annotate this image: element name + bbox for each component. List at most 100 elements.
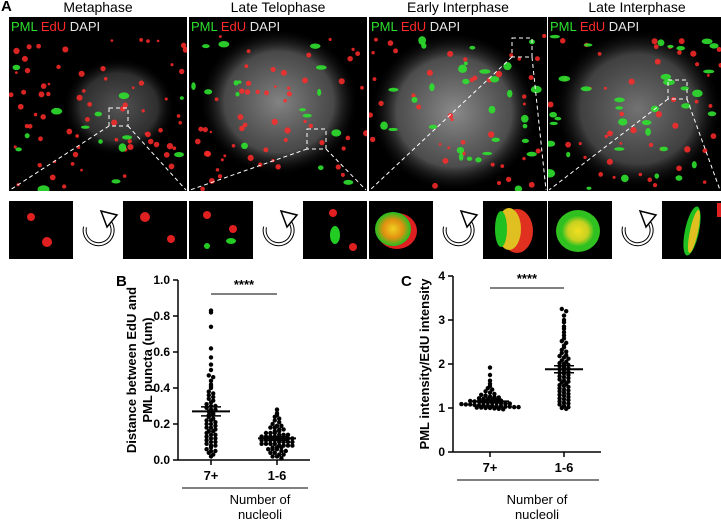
data-point: [496, 406, 501, 412]
data-point: [557, 402, 562, 407]
data-point: [213, 436, 218, 441]
edu-puncta: [255, 89, 260, 94]
data-point: [559, 347, 564, 353]
edu-puncta: [432, 182, 438, 189]
pml-puncta: [548, 140, 556, 147]
data-point: [561, 390, 567, 395]
micrograph-legend: PML EdU DAPI: [191, 19, 280, 34]
ylabel-line2: PML puncta (um): [140, 317, 155, 422]
edu-puncta: [214, 97, 219, 102]
data-point: [204, 430, 209, 436]
edu-puncta: [176, 114, 181, 118]
data-point: [557, 353, 562, 359]
legend-dapi: DAPI: [429, 19, 461, 34]
data-point: [208, 324, 214, 329]
edu-puncta: [153, 141, 160, 148]
data-point: [266, 447, 271, 452]
edu-puncta: [110, 39, 114, 43]
pml-puncta: [428, 124, 438, 129]
edu-puncta: [47, 82, 51, 86]
data-point: [211, 429, 216, 434]
edu-puncta: [677, 50, 682, 55]
data-point: [561, 333, 567, 338]
edu-puncta: [341, 146, 346, 151]
micrograph-legend: PML EdU DAPI: [371, 19, 460, 34]
inset-late-interphase-before: [548, 201, 612, 259]
edu-puncta: [245, 80, 252, 86]
data-point: [516, 404, 521, 410]
panel-label-c: C: [401, 273, 412, 290]
edu-puncta: [548, 101, 554, 108]
data-point: [208, 367, 214, 373]
pml-puncta: [580, 86, 592, 92]
data-point: [208, 346, 214, 351]
edu-puncta: [239, 88, 245, 94]
pml-puncta: [458, 64, 468, 74]
edu-puncta: [652, 183, 658, 188]
data-point: [501, 407, 506, 412]
data-point: [208, 421, 214, 427]
data-point: [213, 439, 218, 445]
data-point: [566, 372, 571, 378]
dapi-nucleus: [64, 59, 174, 155]
edu-puncta: [122, 174, 127, 178]
data-point: [281, 452, 286, 457]
edu-puncta: [535, 148, 541, 154]
data-point: [208, 454, 214, 459]
inset-metaphase-after: [123, 201, 187, 259]
data-point: [557, 377, 562, 382]
pml-puncta: [618, 118, 628, 126]
y-tick-label: 0: [438, 445, 445, 459]
data-point: [204, 447, 209, 452]
edu-puncta: [273, 85, 277, 88]
zoom-line: [548, 98, 669, 191]
data-point: [561, 313, 567, 318]
data-point: [263, 430, 269, 436]
edu-puncta: [517, 57, 522, 61]
chart-b-xlabel-line2: nucleoli: [238, 507, 282, 522]
inset-telophase-after: [303, 201, 367, 259]
edu-puncta: [718, 62, 721, 68]
phase-title-late-interphase: Late Interphase: [588, 0, 686, 15]
edu-puncta: [522, 156, 526, 161]
pml-puncta: [566, 151, 571, 158]
pml-puncta: [218, 41, 230, 48]
edu-puncta: [239, 125, 245, 132]
legend-edu: EdU: [40, 19, 67, 34]
micrograph-late-telophase: PML EdU DAPI: [189, 17, 367, 191]
data-point: [561, 375, 567, 380]
edu-puncta: [528, 181, 535, 188]
data-point: [566, 384, 571, 390]
pml-puncta: [645, 128, 651, 136]
edu-puncta: [36, 43, 41, 49]
edu-puncta: [14, 71, 18, 74]
pml-puncta: [530, 85, 542, 94]
pml-puncta: [235, 91, 240, 97]
data-point: [268, 441, 273, 446]
phase-title-metaphase: Metaphase: [63, 0, 133, 15]
edu-puncta: [127, 139, 132, 144]
edu-puncta: [80, 168, 83, 172]
edu-puncta: [271, 118, 278, 125]
pml-puncta: [521, 138, 529, 144]
data-point: [204, 434, 209, 439]
data-point: [479, 405, 484, 410]
edu-puncta: [270, 66, 276, 73]
x-tick-label: 1-6: [268, 468, 287, 483]
data-point: [208, 439, 214, 445]
edu-puncta: [528, 75, 534, 80]
data-point: [566, 391, 571, 397]
edu-puncta: [218, 35, 222, 38]
pml-puncta: [118, 92, 130, 100]
edu-puncta: [166, 142, 174, 150]
data-point: [557, 382, 562, 388]
edu-puncta: [393, 48, 399, 54]
edu-puncta: [597, 52, 602, 56]
edu-puncta: [690, 50, 697, 57]
edu-puncta: [139, 37, 144, 42]
inset-late-interphase-after: [662, 201, 721, 259]
edu-puncta: [24, 123, 29, 129]
data-point: [272, 441, 277, 446]
edu-puncta: [131, 86, 135, 90]
edu-puncta: [223, 154, 227, 158]
